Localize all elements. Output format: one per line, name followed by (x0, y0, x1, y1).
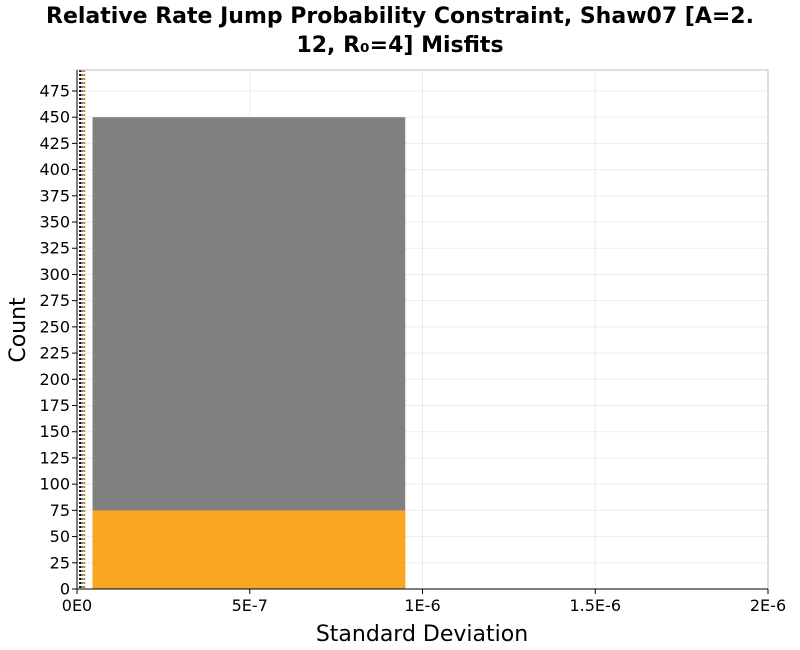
x-tick-label-0E0: 0E0 (62, 596, 92, 615)
x-axis-label: Standard Deviation (316, 622, 528, 647)
bar-total-0 (92, 117, 406, 589)
x-tick-label-2E-6: 2E-6 (750, 596, 786, 615)
chart-title-line-2: 12, R₀=4] Misfits (296, 33, 503, 58)
y-axis-label: Count (6, 297, 31, 363)
y-tick-label-275: 275 (39, 291, 70, 310)
y-tick-label-450: 450 (39, 108, 70, 127)
y-tick-label-0: 0 (60, 580, 70, 599)
y-tick-label-25: 25 (50, 553, 70, 572)
y-tick-label-75: 75 (50, 501, 70, 520)
y-tick-label-400: 400 (39, 160, 70, 179)
chart-title: Relative Rate Jump Probability Constrain… (46, 4, 754, 58)
y-tick-label-200: 200 (39, 370, 70, 389)
y-tick-label-475: 475 (39, 81, 70, 100)
y-tick-label-225: 225 (39, 344, 70, 363)
bars (92, 117, 406, 589)
x-tick-label-1E-6: 1E-6 (404, 596, 440, 615)
y-tick-label-350: 350 (39, 213, 70, 232)
y-tick-label-100: 100 (39, 475, 70, 494)
y-tick-label-175: 175 (39, 396, 70, 415)
y-tick-label-150: 150 (39, 422, 70, 441)
y-tick-label-375: 375 (39, 186, 70, 205)
x-tick-label-5E-7: 5E-7 (232, 596, 268, 615)
bar-subset-0 (92, 510, 406, 589)
y-tick-label-325: 325 (39, 239, 70, 258)
y-tick-label-250: 250 (39, 317, 70, 336)
reference-lines (79, 70, 86, 589)
y-tick-label-50: 50 (50, 527, 70, 546)
y-axis-ticks: 0 25 50 75 100 125 150 175 200 225 250 275 300 325 350… (39, 70, 78, 599)
x-tick-label-1.5E-6: 1.5E-6 (569, 596, 621, 615)
chart-title-line-1: Relative Rate Jump Probability Constrain… (46, 4, 754, 29)
y-tick-label-300: 300 (39, 265, 70, 284)
x-axis-ticks: 0E0 5E-7 1E-6 1.5E-6 2E-6 (62, 588, 786, 615)
y-tick-label-125: 125 (39, 448, 70, 467)
y-tick-label-425: 425 (39, 134, 70, 153)
